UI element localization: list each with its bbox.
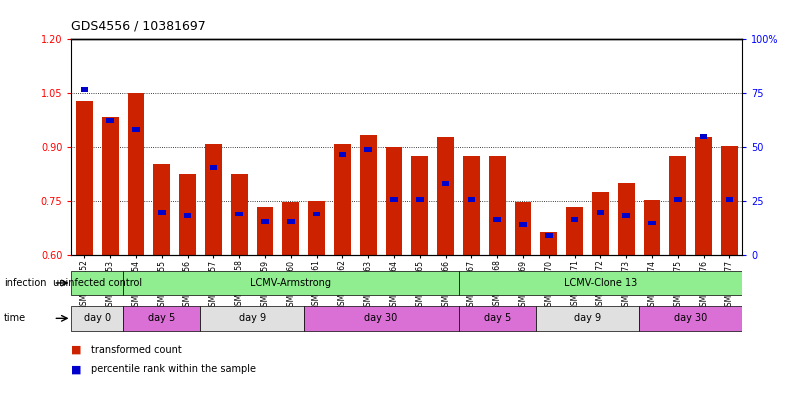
Bar <box>123 306 200 331</box>
Text: LCMV-Armstrong: LCMV-Armstrong <box>250 278 331 288</box>
Bar <box>458 306 536 331</box>
Bar <box>622 213 630 218</box>
Bar <box>515 202 531 255</box>
Bar <box>158 210 166 215</box>
Bar <box>338 152 346 157</box>
Text: day 5: day 5 <box>484 313 511 323</box>
Bar <box>519 222 527 227</box>
Bar <box>726 197 734 202</box>
Bar <box>545 233 553 238</box>
Text: ■: ■ <box>71 364 82 375</box>
Bar <box>313 212 321 217</box>
Bar <box>441 181 449 186</box>
Text: transformed count: transformed count <box>91 345 182 355</box>
Text: day 5: day 5 <box>148 313 175 323</box>
Text: infection: infection <box>4 278 47 288</box>
Bar <box>536 306 639 331</box>
Bar <box>566 207 583 255</box>
Bar <box>106 118 114 123</box>
Bar <box>200 306 304 331</box>
Bar <box>235 212 243 217</box>
Bar <box>132 127 140 132</box>
Bar <box>256 207 273 255</box>
Bar <box>287 219 295 224</box>
Text: uninfected control: uninfected control <box>52 278 142 288</box>
Bar <box>592 193 609 255</box>
Bar <box>416 197 424 202</box>
Bar <box>231 174 248 255</box>
Bar <box>463 156 480 255</box>
Text: day 0: day 0 <box>83 313 111 323</box>
Bar <box>261 219 269 224</box>
Text: day 30: day 30 <box>674 313 707 323</box>
Bar <box>721 145 738 255</box>
Bar <box>386 147 403 255</box>
Bar <box>71 306 123 331</box>
Bar <box>205 144 222 255</box>
Bar <box>390 197 398 202</box>
Bar <box>283 202 299 255</box>
Text: percentile rank within the sample: percentile rank within the sample <box>91 364 256 375</box>
Bar <box>674 197 682 202</box>
Text: day 9: day 9 <box>238 313 266 323</box>
Bar <box>364 147 372 152</box>
Text: time: time <box>4 313 26 323</box>
Text: GDS4556 / 10381697: GDS4556 / 10381697 <box>71 20 206 33</box>
Bar <box>123 270 458 296</box>
Bar <box>571 217 579 222</box>
Bar <box>153 163 170 255</box>
Bar <box>468 197 476 202</box>
Bar <box>700 134 707 139</box>
Text: day 9: day 9 <box>574 313 601 323</box>
Bar <box>639 306 742 331</box>
Bar <box>360 135 376 255</box>
Bar <box>618 184 634 255</box>
Bar <box>541 232 557 255</box>
Bar <box>334 144 351 255</box>
Bar <box>76 101 93 255</box>
Bar <box>102 117 118 255</box>
Text: day 30: day 30 <box>364 313 398 323</box>
Bar <box>210 165 218 169</box>
Bar <box>303 306 458 331</box>
Bar <box>411 156 428 255</box>
Bar <box>183 213 191 218</box>
Bar <box>696 136 712 255</box>
Bar <box>489 156 506 255</box>
Bar <box>669 156 686 255</box>
Bar <box>644 200 661 255</box>
Bar <box>596 210 604 215</box>
Bar <box>179 174 196 255</box>
Bar <box>458 270 742 296</box>
Text: ■: ■ <box>71 345 82 355</box>
Bar <box>308 201 325 255</box>
Bar <box>128 93 145 255</box>
Bar <box>648 221 656 225</box>
Bar <box>437 136 454 255</box>
Bar <box>493 217 501 222</box>
Bar <box>80 87 88 92</box>
Bar <box>71 270 123 296</box>
Text: LCMV-Clone 13: LCMV-Clone 13 <box>564 278 637 288</box>
